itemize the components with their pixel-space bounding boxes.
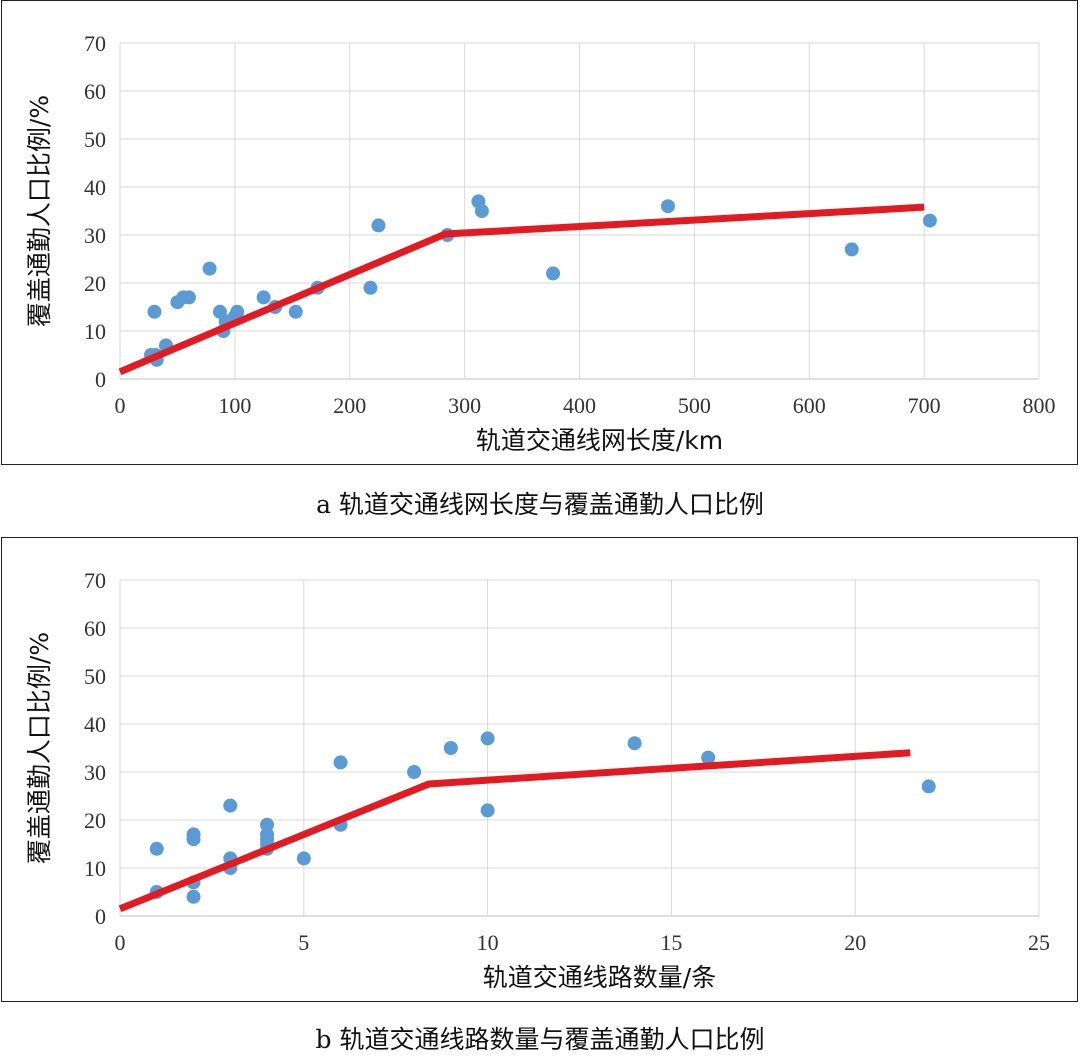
data-point — [186, 889, 201, 904]
data-point — [844, 242, 859, 257]
x-tick-label: 200 — [333, 393, 366, 418]
y-tick-label: 50 — [84, 664, 106, 689]
x-tick-label: 25 — [1028, 930, 1050, 955]
data-point — [660, 199, 675, 214]
chart-panel-a: 0 10 20 30 40 50 60 70 0 100 200 300 400 500 600 700 800… — [1, 0, 1078, 465]
chart-panel-b: 0 10 20 30 40 50 60 70 0 5 10 15 20 25 轨道交通线路数量/条 覆盖通勤人… — [1, 537, 1078, 1002]
data-point — [363, 280, 378, 295]
data-point — [288, 304, 303, 319]
data-point — [333, 755, 348, 770]
y-tick-label: 50 — [84, 127, 106, 152]
data-point — [921, 779, 936, 794]
x-tick-label: 5 — [298, 930, 309, 955]
data-point — [443, 741, 458, 755]
y-tick-label: 10 — [84, 856, 106, 881]
x-axis-label: 轨道交通线路数量/条 — [483, 963, 716, 992]
y-tick-label: 70 — [84, 31, 106, 56]
fit-line — [118, 203, 925, 376]
y-tick-label: 40 — [84, 712, 106, 737]
x-tick-label: 600 — [793, 393, 826, 418]
y-tick-label: 60 — [84, 616, 106, 641]
y-tick-label: 70 — [84, 568, 106, 593]
x-tick-label: 500 — [678, 393, 711, 418]
x-tick-label: 400 — [563, 393, 596, 418]
chart-caption-b: b 轨道交通线路数量与覆盖通勤人口比例 — [315, 1025, 765, 1054]
x-tick-label: 0 — [115, 393, 126, 418]
data-point — [230, 304, 245, 319]
data-point — [627, 736, 642, 751]
data-point — [371, 218, 386, 233]
y-axis-label: 覆盖通勤人口比例/% — [25, 632, 54, 864]
x-tick-label: 0 — [115, 930, 126, 955]
data-point — [256, 290, 271, 305]
y-tick-label: 0 — [95, 904, 106, 929]
y-axis-label: 覆盖通勤人口比例/% — [25, 95, 54, 327]
data-point — [202, 261, 217, 276]
data-point — [147, 304, 162, 319]
data-point — [480, 731, 495, 746]
x-tick-label: 800 — [1023, 393, 1056, 418]
y-tick-label: 30 — [84, 760, 106, 785]
y-tick-label: 30 — [84, 223, 106, 248]
x-tick-label: 20 — [844, 930, 866, 955]
x-tick-label: 300 — [448, 393, 481, 418]
data-point — [223, 798, 238, 813]
y-tick-label: 20 — [84, 271, 106, 296]
x-axis-label: 轨道交通线网长度/km — [476, 426, 723, 455]
chart-caption-a: a 轨道交通线网长度与覆盖通勤人口比例 — [316, 490, 764, 519]
y-tick-label: 60 — [84, 79, 106, 104]
y-tick-label: 20 — [84, 808, 106, 833]
x-tick-label: 10 — [477, 930, 499, 955]
data-point — [701, 750, 716, 765]
data-point — [186, 832, 201, 847]
data-point — [474, 204, 489, 218]
x-tick-label: 700 — [908, 393, 941, 418]
y-tick-label: 40 — [84, 175, 106, 200]
data-point — [260, 817, 275, 832]
y-tick-label: 0 — [95, 367, 106, 392]
data-point — [546, 266, 561, 281]
scatter-chart-b: 0 10 20 30 40 50 60 70 0 5 10 15 20 25 轨道交通线路数量/条 覆盖通勤人… — [25, 568, 1050, 992]
data-point — [480, 803, 495, 818]
x-tick-label: 15 — [660, 930, 682, 955]
x-tick-label: 100 — [218, 393, 251, 418]
data-point — [922, 213, 937, 228]
data-point — [296, 851, 311, 866]
data-point — [181, 290, 196, 305]
data-point — [407, 765, 422, 779]
data-point — [149, 841, 164, 856]
fit-line — [118, 749, 911, 913]
y-tick-label: 10 — [84, 319, 106, 344]
